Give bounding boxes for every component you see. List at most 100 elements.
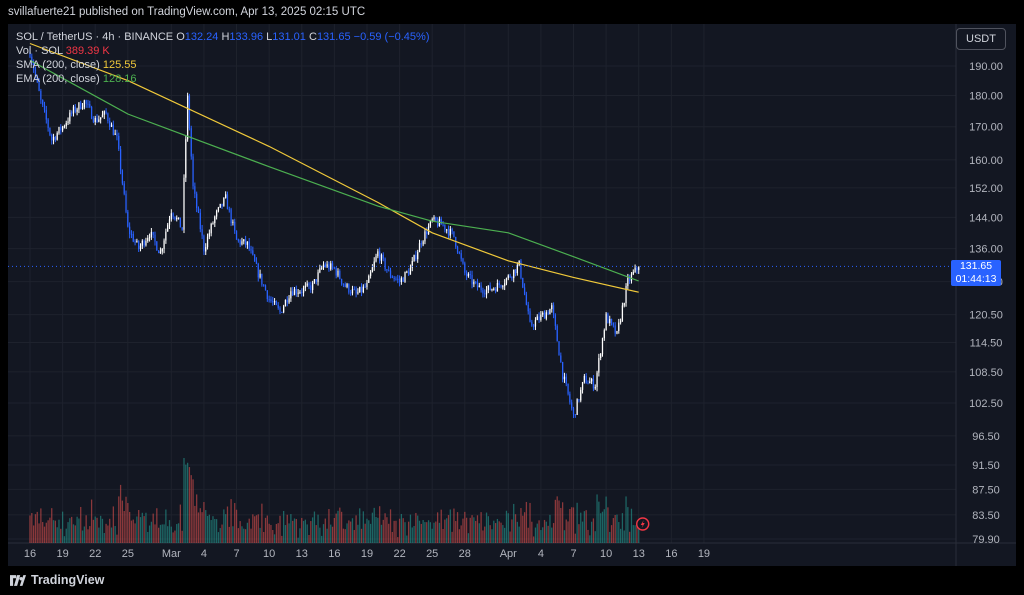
volume-bar (125, 496, 127, 543)
candle-body (375, 256, 377, 262)
price-tick-label: 160.00 (969, 155, 1003, 167)
volume-bar (634, 525, 636, 543)
volume-bar (63, 536, 66, 543)
volume-bar (446, 518, 448, 543)
candle-body (143, 240, 145, 246)
candle-body (418, 243, 421, 253)
symbol-label[interactable]: SOL / TetherUS · 4h · BINANCE (16, 31, 174, 43)
candle-body (514, 269, 517, 274)
candle-body (464, 263, 466, 273)
chart-area[interactable]: 190.00 180.00 170.00 160.00 152.00 144.00 136.… (8, 24, 1016, 566)
volume-bar (411, 527, 413, 543)
volume-bar (248, 518, 250, 543)
currency-button[interactable]: USDT (956, 28, 1006, 50)
publisher-line: svillafuerte21 published on TradingView.… (8, 6, 366, 18)
candle-body (494, 288, 497, 292)
volume-bar (94, 516, 96, 543)
candle-body (612, 322, 614, 326)
candle-body (357, 292, 359, 294)
volume-bar (442, 528, 444, 543)
candle-body (340, 278, 343, 284)
volume-bar (326, 528, 328, 543)
price-chart[interactable]: 190.00 180.00 170.00 160.00 152.00 144.00 136.… (8, 24, 1016, 566)
candle-body (513, 269, 515, 279)
change-value: −0.59 (−0.45%) (353, 31, 430, 43)
candle-body (625, 286, 627, 304)
candle-body (90, 106, 93, 119)
ema-label[interactable]: EMA (200, close) (16, 73, 100, 85)
time-tick-label: 4 (201, 548, 207, 560)
candle-body (415, 254, 417, 260)
sma-label[interactable]: SMA (200, close) (16, 59, 100, 71)
volume-bar (85, 515, 87, 543)
volume-bar (560, 507, 562, 543)
candle-body (167, 224, 169, 232)
candle-body (286, 299, 288, 303)
last-price-tag: 131.65 01:44:13 (951, 260, 1001, 287)
candle-body (150, 231, 153, 237)
volume-bar (531, 521, 533, 543)
candle-body (404, 271, 406, 282)
volume-bar (465, 517, 468, 543)
volume-bar (355, 515, 357, 543)
volume-bar (469, 517, 471, 543)
candle-body (462, 258, 464, 264)
volume-bar (257, 514, 259, 543)
candle-body (496, 283, 499, 292)
candle-body (252, 250, 254, 255)
candle-body (440, 218, 442, 225)
candle-body (578, 399, 580, 401)
volume-bar (493, 520, 495, 543)
candle-body (290, 291, 292, 299)
candle-body (402, 278, 404, 282)
volume-bar (65, 528, 67, 543)
candle-body (157, 250, 160, 254)
candle-body (505, 278, 508, 284)
volume-bar (58, 519, 60, 543)
candle-body (542, 312, 544, 315)
volume-bar (636, 524, 638, 543)
candle-body (576, 399, 578, 415)
volume-bar (275, 523, 278, 543)
candle-body (627, 277, 629, 287)
volume-bar (614, 515, 616, 543)
tradingview-logo[interactable]: TradingView (10, 573, 104, 587)
candle-body (594, 387, 596, 389)
volume-bar (107, 525, 109, 543)
volume-bar (136, 516, 138, 543)
time-tick-label: 19 (698, 548, 710, 560)
candle-body (165, 231, 167, 241)
volume-bar (630, 508, 633, 543)
candle-body (181, 227, 183, 230)
volume-bar (235, 509, 238, 543)
candle-body (446, 229, 448, 231)
volume-bar (456, 512, 459, 543)
volume-bar (364, 523, 366, 543)
volume-bar (458, 529, 460, 543)
candle-body (409, 267, 412, 275)
candle-body (592, 378, 595, 389)
candle-body (130, 233, 133, 235)
candle-body (379, 251, 381, 261)
volume-bar (199, 508, 201, 543)
candle-body (188, 95, 191, 129)
volume-bar (386, 517, 388, 543)
candle-body (176, 217, 178, 220)
volume-bar (174, 530, 176, 543)
volume-bar (433, 522, 435, 543)
candle-body (406, 271, 408, 273)
volume-bar (310, 521, 312, 543)
candle-body (127, 211, 129, 227)
candle-body (110, 124, 113, 127)
volume-bar (366, 518, 368, 543)
candle-body (282, 306, 285, 313)
volume-bar (632, 525, 634, 543)
volume-bar (583, 511, 586, 543)
volume-label[interactable]: Vol · SOL (16, 45, 63, 57)
candle-body (522, 277, 524, 288)
candle-body (350, 292, 352, 294)
volume-bar (157, 527, 160, 543)
candle-body (255, 261, 258, 264)
volume-bar (589, 535, 591, 543)
volume-bar (357, 524, 359, 543)
